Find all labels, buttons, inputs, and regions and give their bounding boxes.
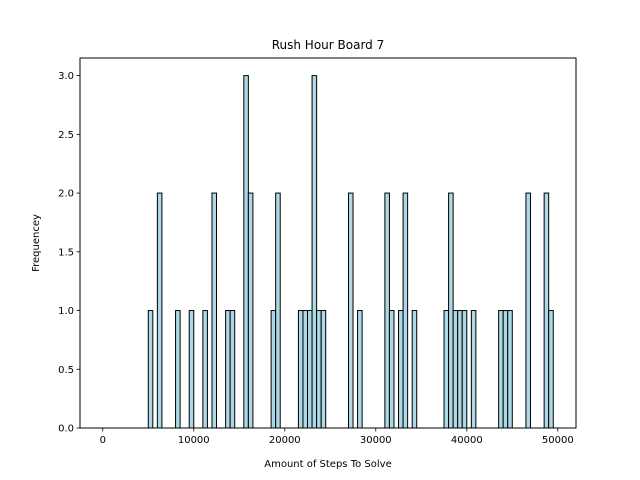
histogram-bar [411,310,418,429]
x-axis-label: Amount of Steps To Solve [264,459,391,470]
y-tick-label: 0.5 [58,365,74,376]
histogram-bar [357,310,363,429]
histogram-bar [316,310,322,429]
x-tick-label: 0 [100,435,106,446]
histogram-bar [398,310,404,429]
y-axis-label: Frequencey [31,214,42,272]
histogram-bar [461,310,468,429]
x-tick-label: 50000 [542,435,574,446]
histogram-bar [320,310,327,429]
y-tick-label: 3.0 [58,71,74,82]
histogram-bar [302,310,309,429]
histogram-bar [147,310,154,429]
x-tick-label: 10000 [178,435,210,446]
histogram-bar [402,192,409,429]
histogram-bar [243,75,249,429]
x-tick-label: 30000 [360,435,392,446]
histogram-bar [548,310,554,429]
histogram-bar [502,310,509,429]
plot-frame [79,57,577,429]
histogram-bar [347,192,354,429]
histogram-bar [384,192,390,429]
histogram-bar [543,192,550,429]
y-tick-label: 0.0 [58,424,74,435]
histogram-bar [443,310,450,429]
histogram-bar [307,310,313,429]
chart-title: Rush Hour Board 7 [272,38,385,52]
histogram-bar [247,192,254,429]
y-tick-label: 2.5 [58,130,74,141]
histogram-bar [202,310,208,429]
histogram-bar [229,310,236,429]
histogram-bar [275,192,281,429]
histogram-bar [211,192,218,429]
histogram-bar [225,310,231,429]
histogram-bar [297,310,304,429]
histogram-bar [175,310,181,429]
histogram-bar [452,310,459,429]
histogram-bar [507,310,513,429]
histogram-bar [188,310,195,429]
x-axis-ticks: 0 10000 20000 30000 40000 50000 [100,428,574,446]
histogram-bar [270,310,277,429]
x-tick-label: 40000 [451,435,483,446]
y-tick-label: 1.5 [58,247,74,258]
histogram-bar [470,310,477,429]
histogram-bar [448,192,454,429]
histogram-bar [525,192,531,429]
y-axis-ticks: 0.0 0.5 1.0 1.5 2.0 2.5 3.0 [58,71,80,435]
histogram-bar [388,310,395,429]
y-tick-label: 2.0 [58,189,74,200]
histogram-bar [498,310,504,429]
x-tick-label: 20000 [269,435,301,446]
histogram-bar [156,192,163,429]
y-tick-label: 1.0 [58,306,74,317]
histogram-bar [311,75,318,429]
histogram-bar [457,310,463,429]
